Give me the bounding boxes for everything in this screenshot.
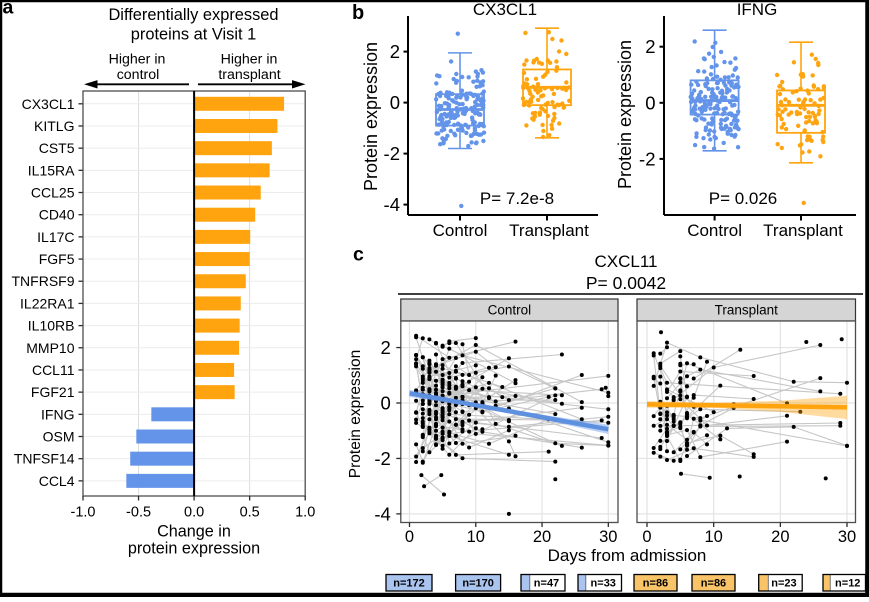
svg-text:n=23: n=23 (771, 578, 796, 590)
svg-text:-1.0: -1.0 (71, 505, 96, 521)
svg-text:-0.5: -0.5 (126, 505, 151, 521)
svg-text:0.0: 0.0 (184, 505, 204, 521)
svg-text:OSM: OSM (43, 429, 75, 445)
svg-text:n=47: n=47 (534, 578, 559, 590)
svg-text:CCL25: CCL25 (31, 185, 75, 201)
svg-text:30: 30 (599, 528, 617, 546)
svg-text:n=172: n=172 (393, 578, 425, 590)
svg-text:control: control (117, 67, 160, 83)
svg-text:0: 0 (381, 393, 391, 414)
svg-text:KITLG: KITLG (34, 118, 74, 134)
svg-text:-4: -4 (374, 503, 390, 524)
svg-text:Control: Control (687, 221, 742, 240)
svg-text:n=86: n=86 (701, 578, 726, 590)
svg-text:Higher in: Higher in (221, 52, 278, 68)
svg-text:IFNG: IFNG (737, 0, 778, 19)
svg-text:2: 2 (381, 337, 391, 358)
svg-text:-2: -2 (384, 143, 400, 164)
svg-text:2: 2 (390, 41, 400, 62)
svg-text:a: a (3, 0, 14, 19)
svg-text:b: b (352, 2, 364, 24)
svg-text:P= 0.026: P= 0.026 (709, 189, 778, 208)
svg-text:MMP10: MMP10 (26, 340, 74, 356)
svg-text:-2: -2 (374, 448, 390, 469)
svg-text:TNFRSF9: TNFRSF9 (12, 273, 75, 289)
svg-text:20: 20 (771, 528, 789, 546)
svg-text:TNFSF14: TNFSF14 (14, 451, 75, 467)
svg-text:P= 7.2e-8: P= 7.2e-8 (480, 189, 554, 208)
svg-text:FGF21: FGF21 (31, 384, 75, 400)
svg-text:10: 10 (704, 528, 722, 546)
svg-text:Protein expression: Protein expression (347, 350, 364, 478)
svg-text:Control: Control (488, 303, 532, 318)
svg-text:Higher in: Higher in (109, 52, 166, 68)
svg-text:IL10RB: IL10RB (28, 318, 75, 334)
svg-text:Transplant: Transplant (509, 221, 589, 240)
svg-text:proteins at Visit 1: proteins at Visit 1 (131, 26, 256, 44)
svg-text:1.0: 1.0 (295, 505, 315, 521)
svg-text:Control: Control (433, 221, 488, 240)
svg-text:CXCL11: CXCL11 (595, 252, 658, 271)
svg-text:Days from admission: Days from admission (548, 546, 707, 565)
svg-text:0: 0 (405, 528, 414, 546)
svg-text:FGF5: FGF5 (39, 251, 75, 267)
svg-text:c: c (353, 244, 364, 266)
svg-text:0.5: 0.5 (240, 505, 260, 521)
svg-text:IL17C: IL17C (37, 229, 74, 245)
svg-text:Protein expression: Protein expression (615, 40, 635, 189)
svg-text:n=33: n=33 (591, 578, 616, 590)
svg-text:IL15RA: IL15RA (28, 162, 75, 178)
svg-text:transplant: transplant (218, 67, 280, 83)
svg-text:n=86: n=86 (643, 578, 668, 590)
svg-text:2: 2 (645, 36, 655, 57)
svg-text:-4: -4 (384, 194, 400, 215)
svg-text:30: 30 (838, 528, 856, 546)
svg-text:P= 0.0042: P= 0.0042 (586, 273, 666, 293)
svg-text:n=12: n=12 (835, 578, 860, 590)
svg-text:0: 0 (642, 528, 651, 546)
svg-text:IL22RA1: IL22RA1 (20, 295, 75, 311)
svg-text:CX3CL1: CX3CL1 (22, 96, 75, 112)
svg-text:CCL11: CCL11 (32, 362, 75, 378)
svg-text:20: 20 (533, 528, 551, 546)
svg-text:10: 10 (467, 528, 485, 546)
svg-text:CD40: CD40 (39, 207, 75, 223)
svg-text:CX3CL1: CX3CL1 (473, 0, 537, 19)
svg-text:n=170: n=170 (462, 578, 494, 590)
svg-text:protein expression: protein expression (128, 540, 260, 558)
svg-text:Differentially expressed: Differentially expressed (108, 6, 278, 24)
svg-text:CST5: CST5 (39, 140, 75, 156)
svg-text:IFNG: IFNG (41, 406, 74, 422)
svg-text:0: 0 (390, 92, 400, 113)
svg-text:Change in: Change in (157, 523, 231, 541)
svg-text:-2: -2 (639, 148, 655, 169)
svg-text:0: 0 (645, 92, 655, 113)
svg-text:Protein expression: Protein expression (361, 42, 381, 191)
svg-text:CCL4: CCL4 (39, 473, 75, 489)
svg-text:Transplant: Transplant (715, 303, 779, 318)
svg-text:Transplant: Transplant (763, 221, 843, 240)
